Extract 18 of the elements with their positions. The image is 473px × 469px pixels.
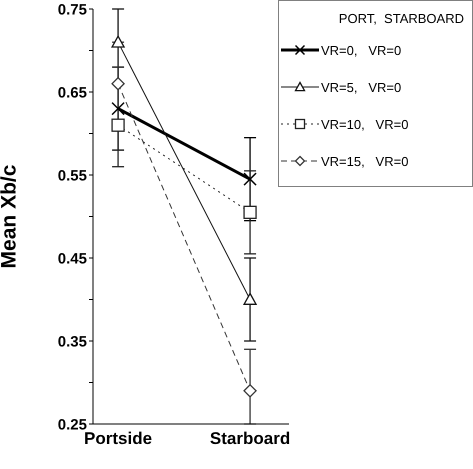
point — [243, 206, 257, 219]
x-tick-label: Starboard — [210, 429, 290, 448]
y-tick-label: 0.45 — [58, 250, 87, 268]
y-tick-label: 0.25 — [58, 416, 87, 434]
legend-label: VR=10, VR=0 — [321, 116, 408, 132]
legend-title: PORT, STARBOARD — [338, 11, 465, 26]
legend-label: VR=0, VR=0 — [321, 42, 402, 58]
point — [111, 118, 125, 132]
point — [243, 384, 257, 398]
y-axis-title: Mean Xb/c — [0, 164, 20, 268]
y-tick-label: 0.65 — [58, 84, 87, 102]
legend-label: VR=5, VR=0 — [321, 80, 402, 94]
point — [111, 77, 125, 90]
y-tick-label: 0.35 — [58, 333, 87, 350]
x-tick-label: Portside — [84, 429, 152, 448]
y-tick-label: 0.55 — [58, 167, 87, 184]
legend-label: VR=15, VR=0 — [321, 154, 408, 168]
y-tick-label: 0.75 — [58, 1, 87, 18]
